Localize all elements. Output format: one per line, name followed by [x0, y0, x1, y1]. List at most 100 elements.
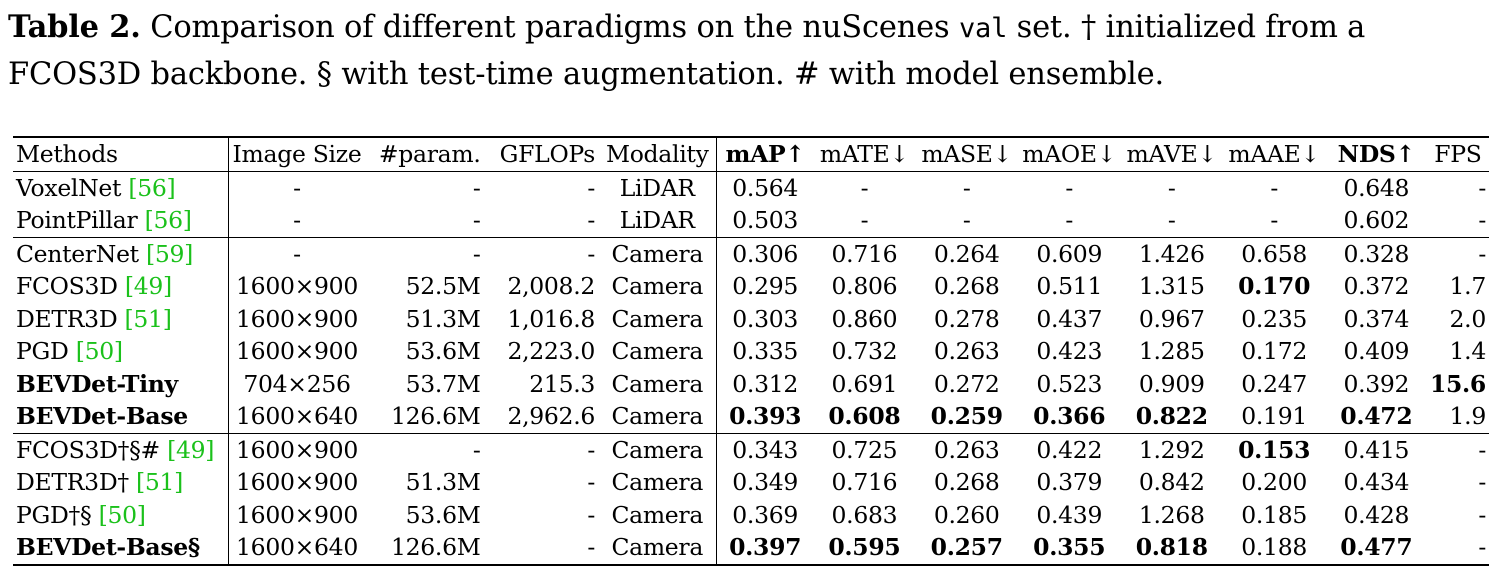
map-cell: 0.303 — [732, 304, 799, 333]
citation-link[interactable]: [56] — [144, 206, 192, 234]
map-cell: 0.564 — [732, 173, 799, 202]
mase-cell: 0.272 — [933, 369, 1000, 398]
maoe-cell: 0.366 — [1033, 402, 1106, 430]
modality-cell: Camera — [598, 270, 718, 303]
table-row: VoxelNet [56] - - - LiDAR 0.564 - - - - … — [13, 171, 1489, 204]
param-cell: - — [364, 236, 484, 270]
mate-cell: 0.595 — [812, 531, 916, 566]
map-cell: 0.369 — [732, 500, 799, 529]
mase-cell: 0.264 — [915, 236, 1018, 270]
param-cell: 53.7M — [405, 369, 481, 398]
maae-cell: 0.235 — [1241, 304, 1308, 333]
param-cell: - — [472, 173, 481, 202]
maae-cell: 0.170 — [1238, 272, 1311, 300]
image-size-cell: - — [228, 236, 365, 270]
gflops-cell: - — [483, 432, 599, 466]
nds-cell: 0.648 — [1343, 173, 1410, 202]
maoe-cell: 0.379 — [1036, 468, 1103, 496]
table-row: PointPillar [56] - - - LiDAR 0.503 - - -… — [13, 204, 1489, 237]
param-cell: 53.6M — [405, 500, 481, 529]
mave-cell: 1.315 — [1138, 272, 1205, 300]
maoe-cell: 0.423 — [1036, 337, 1103, 365]
table-row: FCOS3D†§# [49] 1600×900 - - Camera 0.343… — [13, 432, 1489, 466]
mave-cell: 0.822 — [1135, 402, 1208, 430]
mate-cell: 0.691 — [831, 369, 898, 398]
citation-link[interactable]: [51] — [135, 468, 184, 496]
mase-cell: 0.268 — [933, 468, 1000, 496]
map-cell: 0.343 — [716, 432, 813, 466]
gflops-cell: - — [587, 500, 596, 529]
method-name: VoxelNet — [16, 173, 129, 202]
maae-cell: 0.188 — [1222, 531, 1326, 566]
mase-cell: 0.268 — [933, 272, 1000, 300]
caption-text-2: set. † initialized from a FCOS3D backbon… — [8, 10, 1366, 92]
mase-cell: 0.260 — [933, 500, 1000, 529]
modality-cell: Camera — [598, 531, 718, 566]
mase-cell: - — [962, 173, 971, 202]
citation-link[interactable]: [50] — [98, 500, 146, 529]
gflops-cell: - — [587, 206, 596, 234]
modality-cell: LiDAR — [598, 204, 718, 237]
citation-link[interactable]: [49] — [124, 272, 172, 300]
mate-cell: 0.608 — [828, 402, 901, 430]
maae-cell: 0.200 — [1241, 468, 1308, 496]
nds-cell: 0.374 — [1343, 304, 1410, 333]
mase-cell: 0.257 — [915, 531, 1018, 566]
col-header-param: #param. — [364, 136, 484, 172]
maae-cell: - — [1270, 173, 1278, 202]
table-row: CenterNet [59] - - - Camera 0.306 0.716 … — [13, 236, 1489, 270]
mate-cell: 0.806 — [831, 272, 898, 300]
map-cell: 0.349 — [732, 468, 799, 496]
gflops-cell: - — [483, 531, 599, 566]
nds-cell: 0.328 — [1325, 236, 1427, 270]
param-cell: 126.6M — [364, 531, 484, 566]
nds-cell: 0.477 — [1325, 531, 1427, 566]
nds-cell: 0.415 — [1325, 432, 1427, 466]
map-cell: 0.295 — [732, 272, 799, 300]
mave-cell: 0.967 — [1138, 304, 1205, 333]
method-name: BEVDet-Base§ — [16, 533, 200, 561]
modality-cell: Camera — [598, 302, 718, 335]
maae-cell: 0.153 — [1222, 432, 1326, 466]
image-size-cell: 1600×900 — [228, 432, 365, 466]
param-cell: 51.3M — [405, 468, 481, 496]
col-header-methods: Methods — [13, 136, 230, 172]
mase-cell: 0.259 — [930, 402, 1003, 430]
modality-cell: Camera — [598, 335, 718, 368]
map-cell: 0.503 — [732, 206, 799, 234]
caption-text-1: Comparison of different paradigms on the… — [140, 10, 959, 45]
map-cell: 0.397 — [716, 531, 813, 566]
citation-link[interactable]: [59] — [146, 239, 194, 268]
citation-link[interactable]: [49] — [167, 435, 215, 464]
mave-cell: 1.285 — [1138, 337, 1205, 365]
nds-cell: 0.372 — [1343, 272, 1410, 300]
mate-cell: 0.716 — [831, 468, 898, 496]
maoe-cell: 0.422 — [1017, 432, 1122, 466]
citation-link[interactable]: [51] — [124, 304, 172, 333]
gflops-cell: - — [587, 173, 596, 202]
mave-cell: 0.909 — [1138, 369, 1205, 398]
image-size-cell: 1600×900 — [236, 304, 358, 333]
fps-cell: 2.0 — [1449, 304, 1487, 333]
citation-link[interactable]: [56] — [128, 173, 176, 202]
mave-cell: - — [1167, 173, 1176, 202]
method-name: DETR3D — [16, 304, 125, 333]
method-cell: PGD [50] — [13, 335, 230, 368]
nds-cell: 0.428 — [1343, 500, 1410, 529]
method-name: PGD†§ — [16, 500, 99, 529]
mave-cell: 1.268 — [1138, 500, 1205, 529]
mate-cell: 0.716 — [812, 236, 916, 270]
table-row: DETR3D† [51] 1600×900 51.3M - Camera 0.3… — [13, 466, 1489, 499]
table-row: BEVDet-Tiny 704×256 53.7M 215.3 Camera 0… — [13, 367, 1489, 400]
maae-cell: - — [1270, 206, 1278, 234]
modality-cell: Camera — [598, 236, 718, 270]
table-row: PGD†§ [50] 1600×900 53.6M - Camera 0.369… — [13, 498, 1489, 531]
mave-cell: 0.842 — [1138, 468, 1205, 496]
maae-cell: 0.247 — [1241, 369, 1308, 398]
citation-link[interactable]: [50] — [75, 337, 123, 365]
image-size-cell: 1600×900 — [236, 500, 358, 529]
modality-cell: Camera — [598, 498, 718, 531]
gflops-cell: 215.3 — [529, 369, 596, 398]
header-row: Methods Image Size #param. GFLOPs Modali… — [13, 136, 1489, 172]
mase-cell: - — [962, 206, 971, 234]
